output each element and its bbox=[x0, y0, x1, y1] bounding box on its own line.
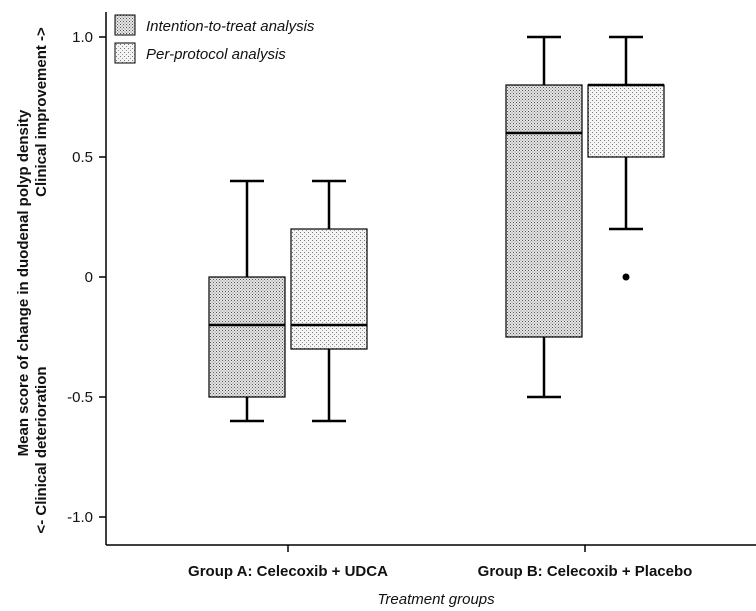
y-tick-label: -1.0 bbox=[67, 509, 93, 526]
x-tick-label: Group A: Celecoxib + UDCA bbox=[188, 563, 388, 580]
x-ticks: Group A: Celecoxib + UDCA Group B: Celeco… bbox=[188, 545, 692, 580]
outlier-point bbox=[622, 273, 630, 281]
y-ticks: 1.0 0.5 0 -0.5 -1.0 bbox=[67, 29, 106, 526]
box-itt-group-a bbox=[208, 179, 286, 423]
y-axis-title-line1: Mean score of change in duodenal polyp d… bbox=[15, 109, 32, 456]
iqr-box bbox=[290, 228, 368, 350]
iqr-box bbox=[587, 84, 665, 158]
y-axis-title-improvement: Clinical improvement -> bbox=[33, 27, 50, 197]
x-axis-title: Treatment groups bbox=[377, 591, 495, 608]
x-tick-label: Group B: Celecoxib + Placebo bbox=[478, 563, 693, 580]
iqr-box bbox=[505, 84, 583, 338]
iqr-box bbox=[208, 276, 286, 398]
legend-label-pp: Per-protocol analysis bbox=[146, 46, 286, 63]
y-tick-label: -0.5 bbox=[67, 389, 93, 406]
box-itt-group-b bbox=[505, 35, 583, 399]
legend: Intention-to-treat analysis Per-protocol… bbox=[114, 14, 315, 64]
box-series bbox=[208, 35, 665, 423]
legend-label-itt: Intention-to-treat analysis bbox=[146, 18, 315, 35]
y-tick-label: 0.5 bbox=[72, 149, 93, 166]
legend-swatch-itt bbox=[114, 14, 136, 36]
y-tick-label: 0 bbox=[85, 269, 93, 286]
box-pp-group-a bbox=[290, 179, 368, 423]
y-tick-label: 1.0 bbox=[72, 29, 93, 46]
box-pp-group-b bbox=[587, 35, 665, 281]
legend-swatch-pp bbox=[114, 42, 136, 64]
y-axis-title-deterioration: <- Clinical deterioration bbox=[33, 366, 50, 533]
